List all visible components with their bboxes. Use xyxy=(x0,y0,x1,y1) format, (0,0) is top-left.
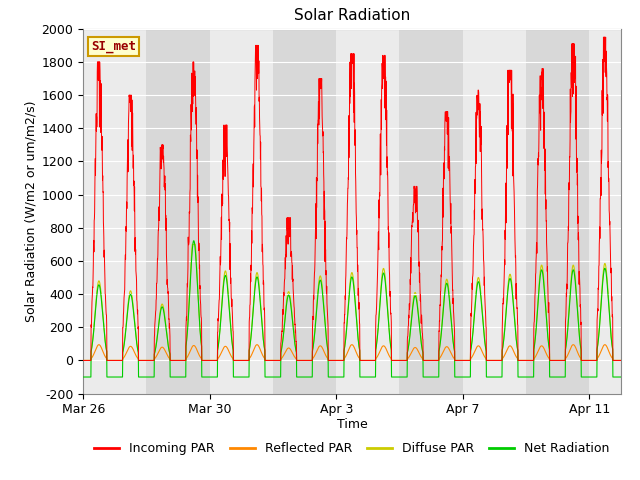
Y-axis label: Solar Radiation (W/m2 or um/m2/s): Solar Radiation (W/m2 or um/m2/s) xyxy=(24,100,37,322)
X-axis label: Time: Time xyxy=(337,418,367,431)
Bar xyxy=(147,29,210,394)
Bar xyxy=(83,29,147,394)
Bar xyxy=(399,29,463,394)
Bar xyxy=(336,29,399,394)
Bar xyxy=(589,29,621,394)
Bar xyxy=(526,29,589,394)
Bar xyxy=(210,29,273,394)
Text: SI_met: SI_met xyxy=(92,40,136,53)
Legend: Incoming PAR, Reflected PAR, Diffuse PAR, Net Radiation: Incoming PAR, Reflected PAR, Diffuse PAR… xyxy=(89,437,615,460)
Bar xyxy=(273,29,336,394)
Title: Solar Radiation: Solar Radiation xyxy=(294,9,410,24)
Bar xyxy=(463,29,526,394)
